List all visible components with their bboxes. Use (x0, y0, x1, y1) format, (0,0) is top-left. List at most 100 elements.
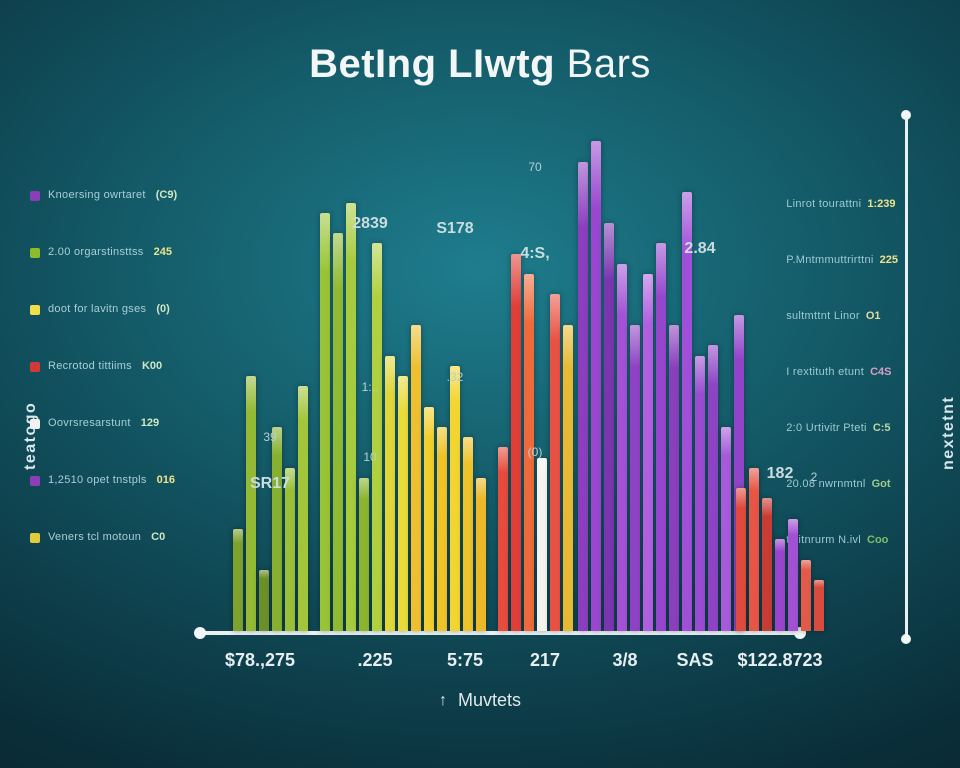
bar (749, 468, 759, 631)
legend-swatch (30, 305, 40, 315)
group-top-label: 2839 (352, 215, 388, 233)
right-guide-line (905, 115, 908, 639)
chart-title: BetIng LIwtg Bars (0, 42, 960, 87)
group-small-label: 1:.. (362, 380, 379, 394)
bar (398, 376, 408, 631)
bar (424, 407, 434, 631)
legend-right-item: I rextituth etuntC4S (786, 366, 898, 378)
x-tick-label: $78.,275 (225, 650, 295, 671)
y-axis-right-label: nextetnt (940, 396, 958, 470)
bar (233, 529, 243, 631)
chart-plot-area: SR17392839101:..S178.324:S,70(0)2.841822 (200, 125, 800, 635)
bar (563, 325, 573, 631)
x-axis-ticks: $78.,275.2255:752173/8SAS$122.8723 (200, 650, 800, 680)
x-tick-label: 217 (530, 650, 560, 671)
legend-value: 225 (880, 254, 898, 266)
legend-value: O1 (866, 310, 881, 322)
bar (708, 345, 718, 631)
legend-value: 016 (157, 475, 175, 486)
group-small-label: 70 (528, 160, 541, 174)
bar (463, 437, 473, 631)
bar (437, 427, 447, 631)
bar (246, 376, 256, 631)
legend-value: (0) (156, 304, 169, 315)
bar (272, 427, 282, 631)
group-top-label: 4:S, (520, 245, 549, 263)
legend-label: Veners tcl motoun (48, 532, 141, 543)
bar (550, 294, 560, 631)
bar (359, 478, 369, 631)
legend-label: 2.00 orgarstinsttss (48, 247, 144, 258)
legend-swatch (30, 476, 40, 486)
group-small-label: 39 (263, 430, 276, 444)
bar (656, 243, 666, 631)
x-axis-title: ↑ Muvtets (0, 690, 960, 711)
bar (346, 203, 356, 631)
group-small-label: 10 (363, 450, 376, 464)
bar (298, 386, 308, 631)
legend-label: doot for lavitn gses (48, 304, 146, 315)
legend-value: Coo (867, 534, 888, 546)
legend-left-item: 2.00 orgarstinsttss245 (30, 247, 177, 258)
legend-label: Oovrsresarstunt (48, 418, 131, 429)
legend-value: 129 (141, 418, 159, 429)
legend-right-item: Linrot tourattni1:239 (786, 198, 898, 210)
legend-right-item: P.Mntmmuttrirttni225 (786, 254, 898, 266)
x-tick-label: .225 (357, 650, 392, 671)
legend-label: Knoersing owrtaret (48, 190, 146, 201)
bar (537, 458, 547, 631)
bar (578, 162, 588, 631)
legend-value: Got (872, 478, 891, 490)
bar (511, 254, 521, 631)
bar (604, 223, 614, 631)
bar (630, 325, 640, 631)
legend-right-item: t!llitnrurm N.ivlCoo (786, 534, 898, 546)
bar (788, 519, 798, 631)
x-axis-baseline (200, 631, 800, 635)
group-top-label: 2.84 (684, 240, 715, 258)
legend-swatch (30, 248, 40, 258)
x-tick-label: $122.8723 (737, 650, 822, 671)
legend-swatch (30, 191, 40, 201)
bar (591, 141, 601, 631)
bar (498, 447, 508, 631)
legend-left-item: Oovrsresarstunt 129 (30, 418, 177, 429)
legend-value: C0 (151, 532, 165, 543)
group-small-label: 2 (811, 470, 818, 484)
legend-value: K00 (142, 361, 162, 372)
group-top-label: 182 (767, 465, 794, 483)
bar (643, 274, 653, 631)
legend-left-item: Veners tcl motoun C0 (30, 532, 177, 543)
legend-label: Recrotod tittiims (48, 361, 132, 372)
legend-value: 1:239 (867, 198, 895, 210)
legend-left: Knoersing owrtaret (C9) 2.00 orgarstinstts… (30, 190, 177, 589)
bar (320, 213, 330, 631)
legend-left-item: 1,2510 opet tnstpls 016 (30, 475, 177, 486)
bar (333, 233, 343, 631)
legend-swatch (30, 419, 40, 429)
bar (762, 498, 772, 631)
bar (775, 539, 785, 631)
x-tick-label: 3/8 (612, 650, 637, 671)
x-tick-label: 5:75 (447, 650, 483, 671)
bar (695, 356, 705, 631)
legend-swatch (30, 362, 40, 372)
bar (450, 366, 460, 631)
bar (372, 243, 382, 631)
legend-value: C:5 (873, 422, 891, 434)
group-top-label: SR17 (250, 475, 290, 493)
legend-right: Linrot tourattni1:239 P.Mntmmuttrirttni22… (786, 198, 898, 590)
x-tick-label: SAS (676, 650, 713, 671)
legend-label: 1,2510 opet tnstpls (48, 475, 147, 486)
bar (736, 488, 746, 631)
x-axis-title-text: Muvtets (458, 690, 521, 710)
legend-left-item: doot for lavitn gses (0) (30, 304, 177, 315)
up-arrow-icon: ↑ (439, 692, 447, 710)
bar (721, 427, 731, 631)
legend-value: (C9) (156, 190, 177, 201)
bar (411, 325, 421, 631)
bar (801, 560, 811, 631)
bar (476, 478, 486, 631)
legend-value: C4S (870, 366, 891, 378)
legend-right-item: 20.08 nwrnmtnlGot (786, 478, 898, 490)
